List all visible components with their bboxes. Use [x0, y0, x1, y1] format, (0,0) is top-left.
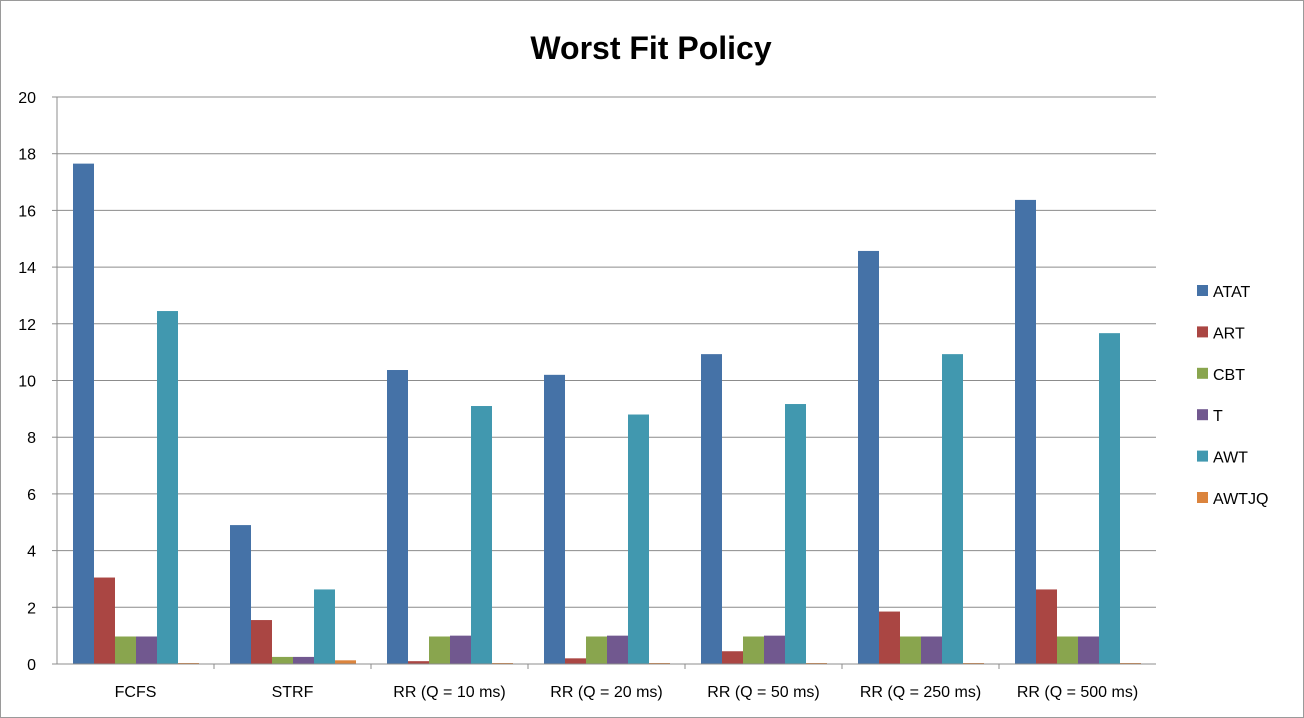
bar [900, 636, 921, 664]
bar [429, 636, 450, 664]
x-category-label: RR (Q = 20 ms) [550, 684, 662, 701]
bar [764, 635, 785, 664]
bar [628, 414, 649, 664]
bar [586, 636, 607, 664]
bar [272, 656, 293, 664]
legend-swatch [1197, 285, 1208, 296]
y-tick-label: 10 [18, 374, 36, 391]
bar [387, 370, 408, 664]
chart-title: Worst Fit Policy [530, 30, 771, 66]
y-tick-label: 20 [18, 90, 36, 107]
legend-swatch [1197, 409, 1208, 421]
y-tick-label: 6 [27, 487, 36, 504]
bar [607, 635, 628, 664]
bar [408, 661, 429, 664]
bar [314, 589, 335, 664]
bar [1036, 589, 1057, 664]
legend-label: ATAT [1213, 284, 1251, 301]
bar [1099, 333, 1120, 664]
x-category-label: RR (Q = 500 ms) [1017, 684, 1138, 701]
bars [73, 163, 1141, 665]
x-axis-category-labels: FCFS STRF RR (Q = 10 ms) RR (Q = 20 ms) RR (… [115, 684, 1139, 701]
bar [544, 374, 565, 664]
y-tick-label: 14 [18, 260, 36, 277]
bar [230, 525, 251, 664]
y-tick-label: 8 [27, 430, 36, 447]
y-tick-label: 2 [27, 600, 36, 617]
y-tick-label: 0 [27, 657, 36, 674]
gridlines [52, 96, 1156, 665]
bar [94, 577, 115, 664]
x-category-label: STRF [272, 684, 314, 701]
legend-label: T [1213, 408, 1223, 425]
legend-swatch [1197, 450, 1208, 462]
y-axis-tick-labels: 0 2 4 6 8 10 12 14 16 18 20 [18, 90, 36, 674]
y-tick-label: 18 [18, 147, 36, 164]
bar [743, 636, 764, 664]
legend-label: AWTJQ [1213, 491, 1268, 508]
legend-label: CBT [1213, 367, 1245, 384]
bar [565, 658, 586, 664]
bar [858, 250, 879, 665]
bar [722, 651, 743, 664]
bar [335, 660, 356, 664]
bar [701, 354, 722, 664]
bar [293, 656, 314, 664]
bar [1015, 199, 1036, 664]
bar [157, 311, 178, 664]
legend-label: ART [1213, 325, 1245, 342]
x-category-label: RR (Q = 250 ms) [860, 684, 981, 701]
legend-swatch [1197, 492, 1208, 503]
bar [450, 635, 471, 664]
bar [942, 354, 963, 664]
legend: ATAT ART CBT T AWT AWTJQ [1197, 284, 1268, 508]
bar [471, 406, 492, 664]
bar [921, 636, 942, 664]
bar [251, 620, 272, 664]
bar [136, 636, 157, 664]
y-tick-label: 16 [18, 203, 36, 220]
bar [73, 163, 94, 664]
bar [879, 611, 900, 664]
axes [56, 97, 1156, 669]
x-category-label: RR (Q = 10 ms) [393, 684, 505, 701]
legend-swatch [1197, 367, 1208, 379]
bar [785, 404, 806, 664]
bar [1057, 636, 1078, 664]
bar [1078, 636, 1099, 664]
bar [115, 636, 136, 664]
x-category-label: FCFS [115, 684, 157, 701]
legend-swatch [1197, 326, 1208, 338]
x-category-label: RR (Q = 50 ms) [707, 684, 819, 701]
y-tick-label: 12 [18, 317, 36, 334]
y-tick-label: 4 [27, 544, 36, 561]
legend-label: AWT [1213, 450, 1248, 467]
